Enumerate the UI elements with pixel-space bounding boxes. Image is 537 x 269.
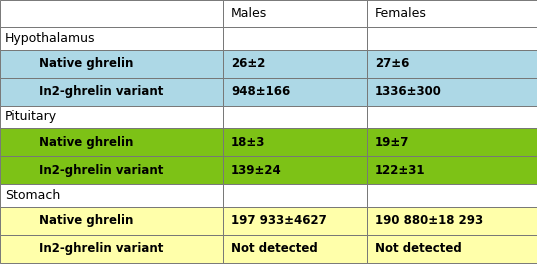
Bar bbox=[0, 235, 223, 263]
Bar bbox=[0, 184, 223, 207]
Text: In2-ghrelin variant: In2-ghrelin variant bbox=[39, 242, 163, 255]
Text: 18±3: 18±3 bbox=[231, 136, 265, 149]
Text: Males: Males bbox=[231, 7, 267, 20]
Bar bbox=[223, 50, 367, 77]
Bar bbox=[223, 0, 367, 27]
Bar bbox=[367, 156, 537, 184]
Bar bbox=[0, 105, 223, 128]
Bar bbox=[367, 50, 537, 77]
Text: Females: Females bbox=[375, 7, 427, 20]
Text: Not detected: Not detected bbox=[231, 242, 318, 255]
Text: Not detected: Not detected bbox=[375, 242, 462, 255]
Text: Pituitary: Pituitary bbox=[5, 110, 57, 123]
Bar bbox=[0, 0, 223, 27]
Bar bbox=[0, 27, 223, 50]
Text: 948±166: 948±166 bbox=[231, 85, 291, 98]
Text: Native ghrelin: Native ghrelin bbox=[39, 136, 133, 149]
Text: Stomach: Stomach bbox=[5, 189, 60, 202]
Bar bbox=[223, 27, 367, 50]
Text: 197 933±4627: 197 933±4627 bbox=[231, 214, 326, 227]
Bar bbox=[367, 128, 537, 156]
Bar bbox=[367, 235, 537, 263]
Bar bbox=[0, 77, 223, 105]
Text: 19±7: 19±7 bbox=[375, 136, 409, 149]
Bar bbox=[367, 0, 537, 27]
Bar bbox=[223, 207, 367, 235]
Text: Hypothalamus: Hypothalamus bbox=[5, 32, 96, 45]
Bar bbox=[0, 50, 223, 77]
Text: In2-ghrelin variant: In2-ghrelin variant bbox=[39, 164, 163, 177]
Bar bbox=[367, 105, 537, 128]
Text: Native ghrelin: Native ghrelin bbox=[39, 214, 133, 227]
Bar bbox=[223, 128, 367, 156]
Bar bbox=[223, 235, 367, 263]
Bar bbox=[0, 207, 223, 235]
Bar bbox=[367, 27, 537, 50]
Bar bbox=[223, 77, 367, 105]
Text: Native ghrelin: Native ghrelin bbox=[39, 57, 133, 70]
Text: 26±2: 26±2 bbox=[231, 57, 265, 70]
Text: In2-ghrelin variant: In2-ghrelin variant bbox=[39, 85, 163, 98]
Text: 122±31: 122±31 bbox=[375, 164, 425, 177]
Bar bbox=[0, 128, 223, 156]
Bar bbox=[367, 77, 537, 105]
Text: 27±6: 27±6 bbox=[375, 57, 409, 70]
Bar bbox=[223, 156, 367, 184]
Text: 190 880±18 293: 190 880±18 293 bbox=[375, 214, 483, 227]
Text: 1336±300: 1336±300 bbox=[375, 85, 442, 98]
Bar bbox=[0, 156, 223, 184]
Bar bbox=[367, 184, 537, 207]
Bar bbox=[367, 207, 537, 235]
Bar bbox=[223, 184, 367, 207]
Bar bbox=[223, 105, 367, 128]
Text: 139±24: 139±24 bbox=[231, 164, 282, 177]
